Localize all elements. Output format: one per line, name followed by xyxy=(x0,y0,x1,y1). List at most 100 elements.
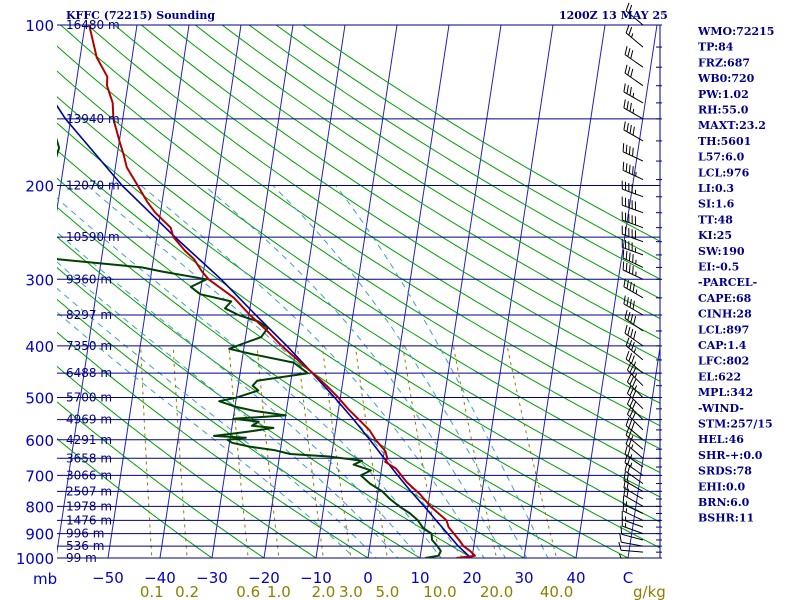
sounding-index-entry: LCL:976 xyxy=(698,166,750,179)
wind-barb xyxy=(619,553,643,559)
isotherm-line xyxy=(263,25,346,558)
height-label: 99 m xyxy=(66,551,97,565)
mixing-ratio-line xyxy=(402,345,441,558)
dry-adiabat-line xyxy=(113,25,660,382)
isotherm-line xyxy=(523,25,606,558)
wind-barb xyxy=(626,385,644,410)
sounding-index-entry: RH:55.0 xyxy=(698,104,749,117)
height-label: 7350 m xyxy=(66,339,112,353)
wind-barb xyxy=(623,295,644,316)
sounding-index-entry: KI:25 xyxy=(698,229,732,242)
sounding-index-entry: MAXT:23.2 xyxy=(698,119,766,132)
temperature-tick-label: 20 xyxy=(462,569,481,587)
pressure-axis-labels: 100 200 300 400 500 600 700 800 900 1000 xyxy=(16,17,54,568)
mixing-ratio-line xyxy=(172,345,188,558)
mixing-ratio-line xyxy=(256,345,280,558)
sounding-index-entry: CAPE:68 xyxy=(698,292,752,305)
wind-barb xyxy=(625,2,644,26)
dry-adiabat-line xyxy=(194,25,660,320)
moist-adiabat-line xyxy=(335,185,549,558)
sounding-index-entry: HEL:46 xyxy=(698,433,744,446)
sounding-index-entry: FRZ:687 xyxy=(698,56,750,69)
wind-barb xyxy=(625,426,644,450)
height-label: 16480 m xyxy=(66,18,120,32)
dry-adiabat-line xyxy=(86,25,660,404)
height-label: 8297 m xyxy=(66,308,112,322)
station-title: KFFC (72215) Sounding xyxy=(66,9,215,22)
moist-adiabat-lines xyxy=(57,185,549,558)
wind-barb xyxy=(619,533,644,547)
wind-barb xyxy=(621,510,644,528)
wind-barb xyxy=(623,471,644,492)
mixing-ratio-line xyxy=(140,345,153,558)
dewpoint-trace xyxy=(57,137,442,558)
isotherm-line xyxy=(211,25,294,558)
sounding-index-entry: SW:190 xyxy=(698,245,745,258)
mixing-ratio-axis-labels: 0.1 0.2 0.6 1.0 2.0 3.0 5.0 10.0 20.0 40.0 xyxy=(140,583,573,600)
wind-barb xyxy=(626,396,644,420)
sounding-index-entry: WMO:72215 xyxy=(697,25,774,38)
mixing-ratio-tick-label: 0.6 xyxy=(236,583,260,600)
mixing-ratio-tick-label: 5.0 xyxy=(375,583,399,600)
temperature-tick-label: −10 xyxy=(300,569,332,587)
pressure-tick-label: 700 xyxy=(25,467,54,485)
wind-barb xyxy=(620,525,644,541)
temperature-tick-label: 30 xyxy=(514,569,533,587)
sounding-index-entry: BSHR:11 xyxy=(698,512,754,525)
moist-adiabat-line xyxy=(140,185,485,558)
dry-adiabat-line xyxy=(140,25,660,361)
sounding-indices-panel: WMO:72215 TP:84 FRZ:687 WB0:720 PW:1.02 RH:55… xyxy=(697,25,774,525)
sounding-index-entry: EL:622 xyxy=(698,370,741,383)
mixing-ratio-line xyxy=(296,345,324,558)
pressure-tick-label: 600 xyxy=(25,432,54,450)
dry-adiabat-line xyxy=(248,25,660,280)
wind-barb xyxy=(623,121,644,142)
dry-adiabat-line xyxy=(221,25,660,300)
pressure-tick-label: 300 xyxy=(25,271,54,289)
sounding-index-entry: LCL:897 xyxy=(698,323,749,336)
height-label: 1476 m xyxy=(66,513,112,527)
mixing-ratio-tick-label: 10.0 xyxy=(423,583,456,600)
isotherm-line xyxy=(627,344,660,558)
mixing-ratio-tick-label: 3.0 xyxy=(339,583,363,600)
wind-barb xyxy=(624,454,644,476)
height-label: 13940 m xyxy=(66,112,120,126)
isotherm-line xyxy=(367,25,450,558)
dry-adiabat-line xyxy=(59,25,660,427)
mixing-ratio-unit-label: g/kg xyxy=(633,583,666,600)
wind-barbs xyxy=(618,2,662,559)
mixing-ratio-tick-label: 2.0 xyxy=(311,583,335,600)
height-label: 9360 m xyxy=(66,272,112,286)
isotherm-line xyxy=(575,25,658,558)
wind-barb xyxy=(618,541,644,553)
sounding-index-entry: MPL:342 xyxy=(698,386,753,399)
wind-barb xyxy=(622,143,644,162)
temperature-tick-label: 10 xyxy=(410,569,429,587)
height-label: 12070 m xyxy=(66,178,120,192)
wind-barb xyxy=(624,46,644,68)
moist-adiabat-line xyxy=(272,185,528,558)
height-label: 5700 m xyxy=(66,391,112,405)
height-label: 536 m xyxy=(66,539,104,553)
mixing-ratio-line xyxy=(354,345,388,558)
sounding-index-entry: BRN:6.0 xyxy=(698,496,750,509)
sounding-index-entry: PW:1.02 xyxy=(698,88,749,101)
mixing-ratio-tick-label: 1.0 xyxy=(267,583,291,600)
dry-adiabat-line xyxy=(57,70,660,474)
wind-barb xyxy=(622,249,644,268)
dry-adiabat-line xyxy=(57,298,421,558)
dry-adiabat-line xyxy=(57,96,660,498)
parcel-trace xyxy=(57,104,472,558)
wind-barb xyxy=(621,238,644,256)
wind-barb xyxy=(624,445,644,468)
wind-barb xyxy=(623,83,644,104)
sounding-index-entry: WB0:720 xyxy=(697,72,755,85)
temperature-tick-label: −30 xyxy=(196,569,228,587)
pressure-tick-label: 100 xyxy=(25,17,54,35)
dry-adiabat-line xyxy=(57,45,660,450)
height-labels: 16480 m 13940 m 12070 m 10590 m 9360 m 8297 m… xyxy=(66,18,120,565)
height-label: 3066 m xyxy=(66,468,112,482)
sounding-index-entry: LFC:802 xyxy=(698,355,749,368)
pressure-tick-label: 200 xyxy=(25,177,54,195)
wind-barb xyxy=(624,64,644,87)
